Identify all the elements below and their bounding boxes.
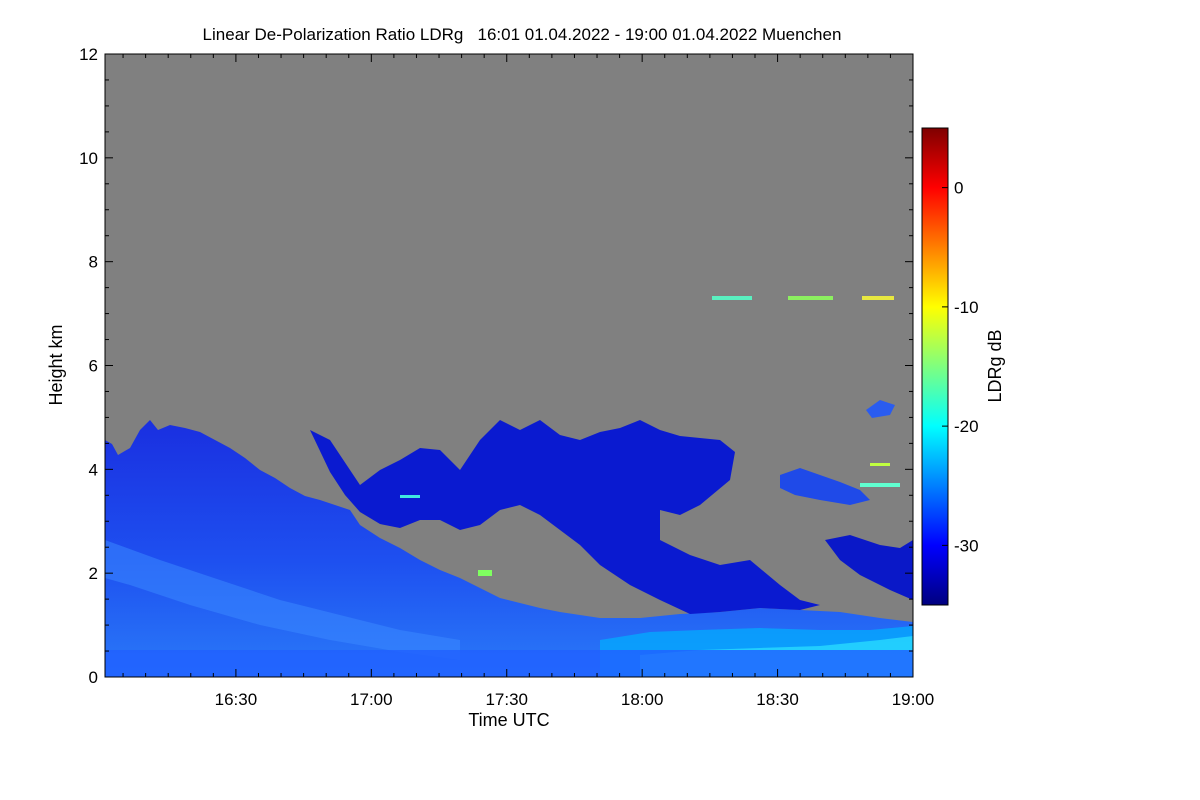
y-axis-label: Height km	[46, 324, 66, 405]
upper-patch-top	[866, 400, 895, 418]
y-tick-label: 12	[79, 45, 98, 64]
colorbar-ticks: 0 -10 -20 -30	[942, 179, 979, 555]
y-tick-label: 0	[89, 668, 98, 687]
colorbar-tick-label: -30	[954, 536, 979, 555]
speck-a	[478, 570, 492, 576]
speck-d	[400, 495, 420, 498]
thin-layer-7km-c	[862, 296, 894, 300]
plot-area: 16:30 17:00 17:30 18:00 18:30 19:00 0 2 4 6 8 10 12	[79, 45, 934, 709]
y-axis: 0 2 4 6 8 10 12	[79, 45, 913, 687]
boundary-layer-streaks	[105, 540, 460, 660]
cirrus-fall-streaks-right	[825, 535, 913, 600]
y-tick-label: 4	[89, 460, 98, 479]
surface-strip	[105, 650, 913, 677]
thin-layer-7km	[712, 296, 752, 300]
y-tick-label: 2	[89, 564, 98, 583]
colorbar-scale	[921, 127, 949, 606]
thin-layer-7km-b	[788, 296, 833, 300]
y-tick-label: 8	[89, 253, 98, 272]
upper-patch-right	[780, 468, 870, 505]
x-tick-label: 16:30	[215, 690, 258, 709]
colorbar-tick-label: -10	[954, 298, 979, 317]
y-tick-label: 10	[79, 149, 98, 168]
colorbar-tick-label: -20	[954, 417, 979, 436]
x-tick-label: 18:30	[756, 690, 799, 709]
colorbar: 0 -10 -20 -30 LDRg dB	[921, 127, 1005, 606]
y-tick-label: 6	[89, 357, 98, 376]
x-tick-label: 19:00	[892, 690, 935, 709]
speck-b	[860, 483, 900, 487]
x-axis-label: Time UTC	[468, 710, 549, 730]
cirrus-fall-streaks	[310, 420, 820, 614]
x-tick-label: 18:00	[621, 690, 664, 709]
colorbar-tick-label: 0	[954, 179, 963, 198]
speck-c	[870, 463, 890, 466]
chart-title: Linear De-Polarization Ratio LDRg 16:01 …	[203, 25, 842, 44]
colorbar-label: LDRg dB	[985, 329, 1005, 402]
x-tick-label: 17:30	[485, 690, 528, 709]
x-tick-label: 17:00	[350, 690, 393, 709]
x-axis: 16:30 17:00 17:30 18:00 18:30 19:00	[122, 54, 935, 709]
